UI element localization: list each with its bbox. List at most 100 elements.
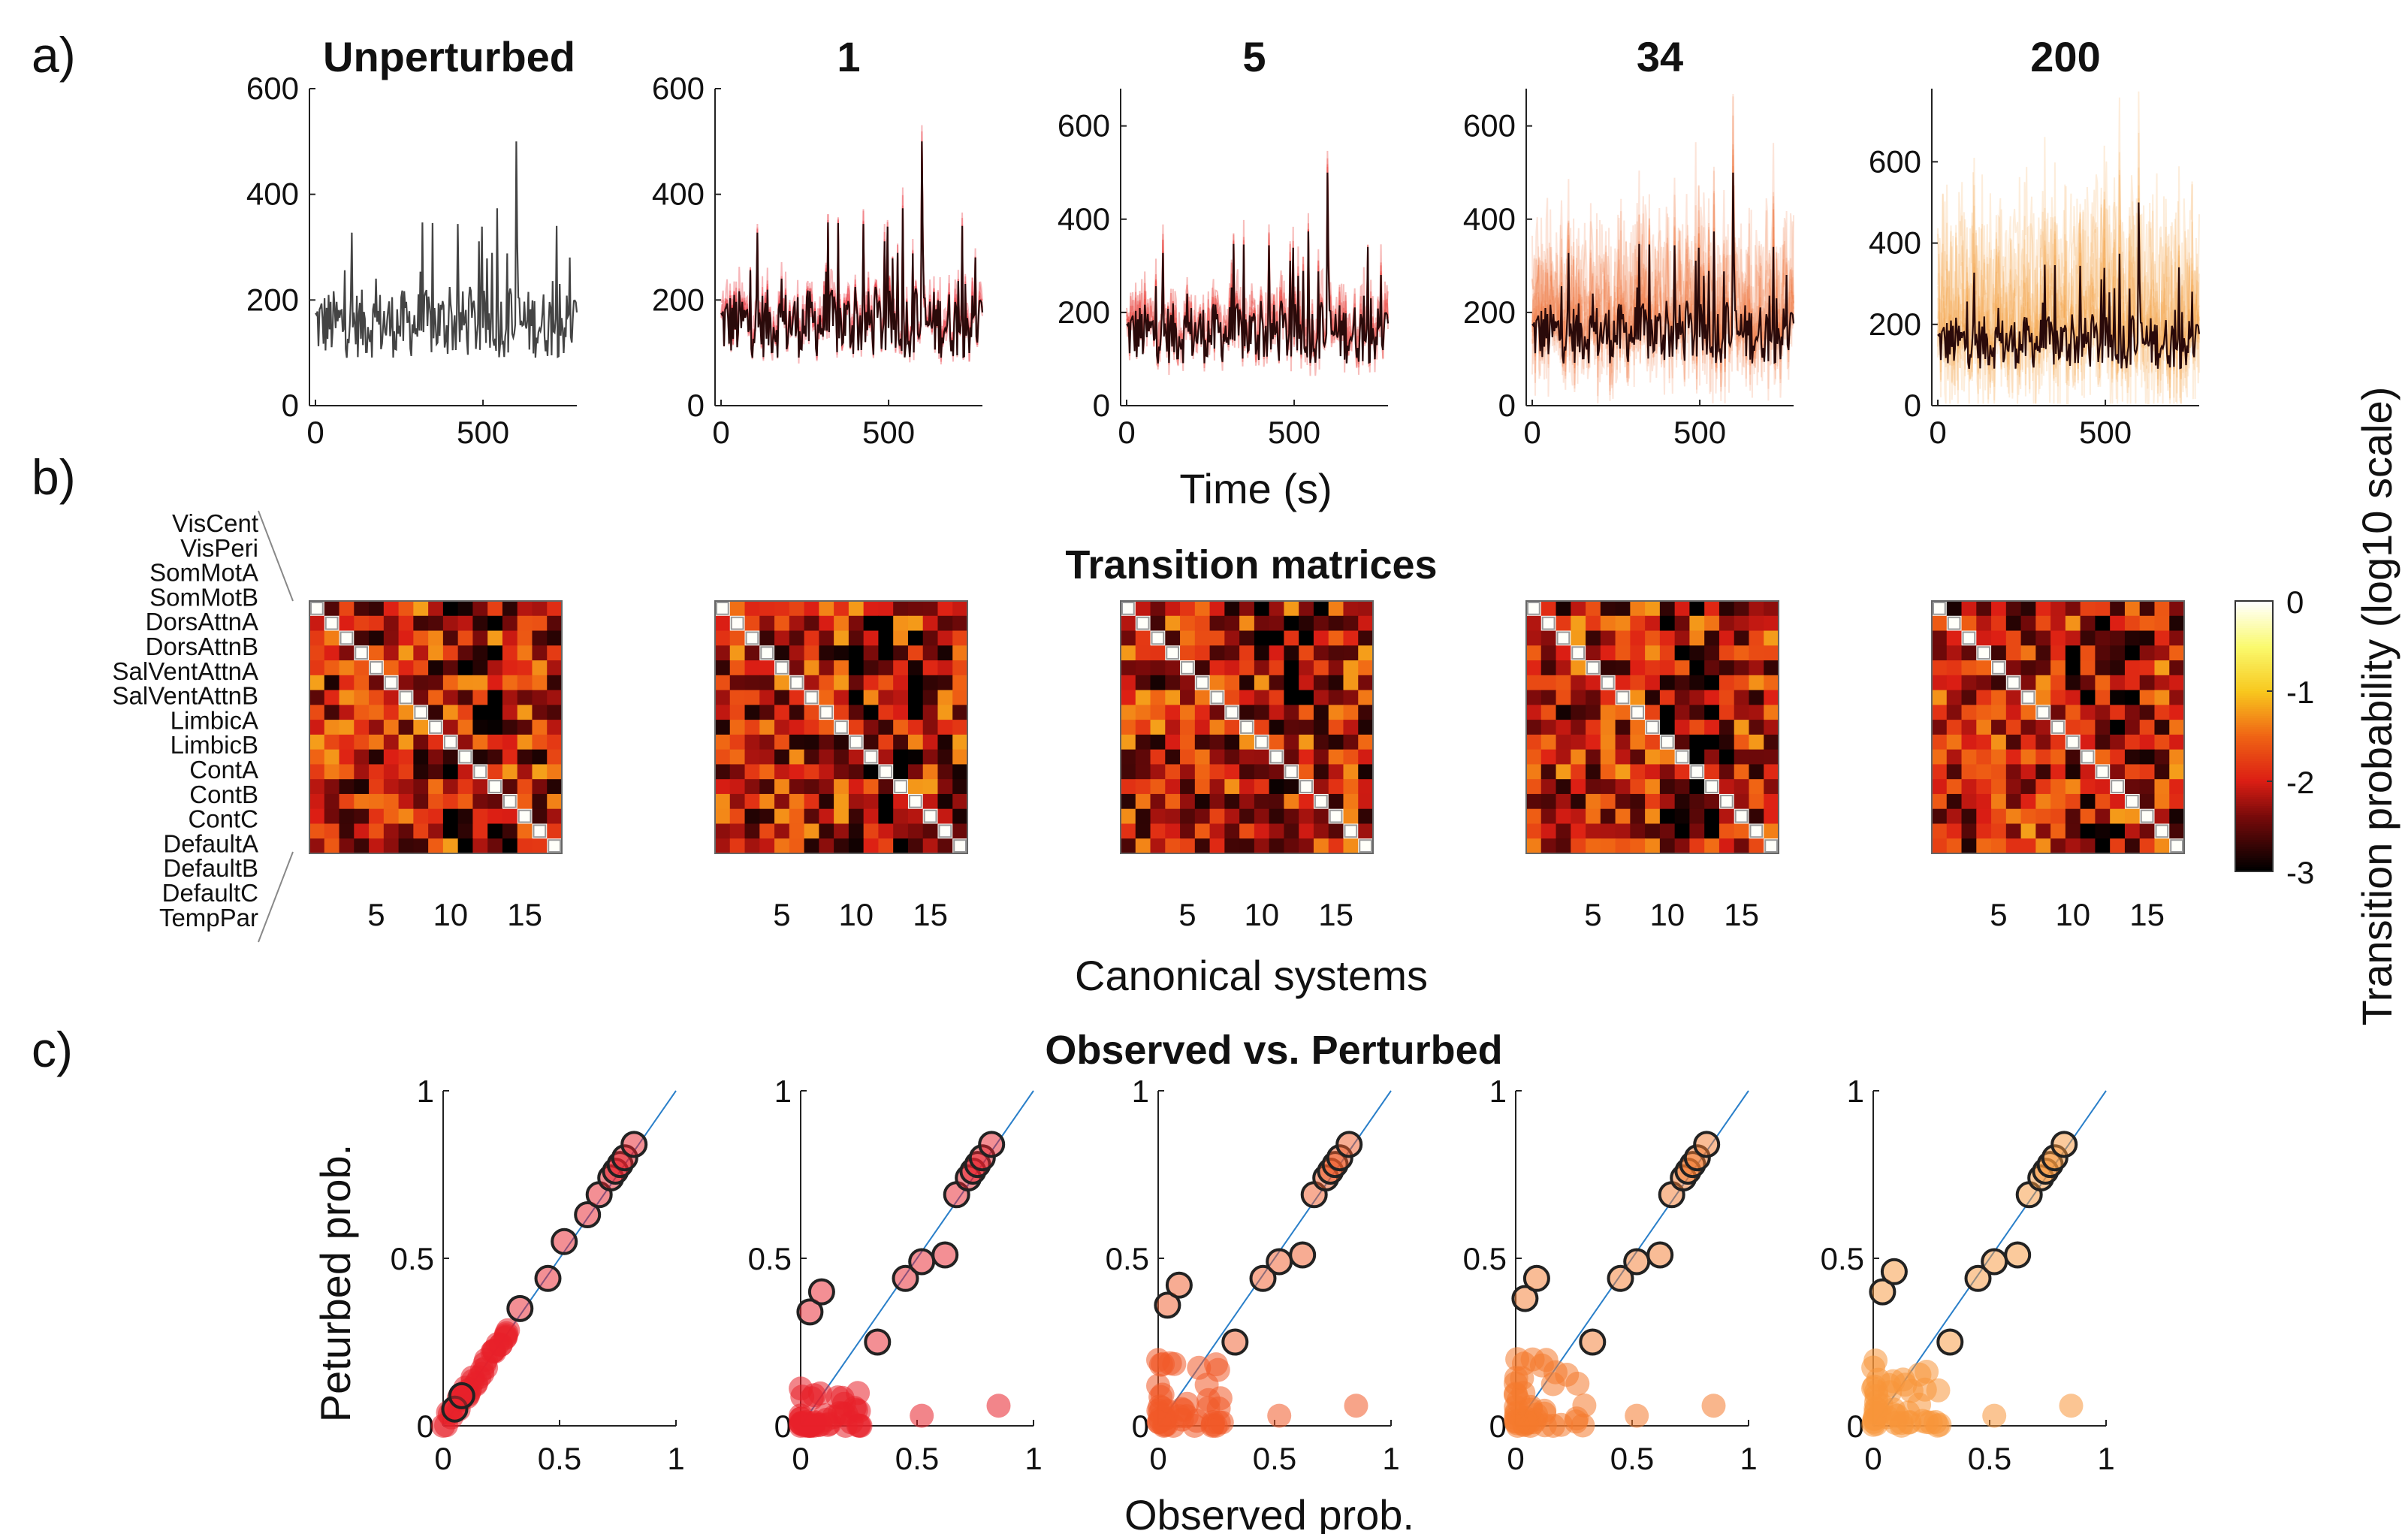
colorbar-segment xyxy=(2235,687,2273,690)
matrix-cell xyxy=(442,705,459,720)
matrix-cell xyxy=(893,601,909,617)
matrix-cell xyxy=(457,734,474,750)
matrix-cell xyxy=(1526,630,1542,646)
matrix-cell xyxy=(1718,645,1735,661)
matrix-cell xyxy=(834,793,849,810)
matrix-cell xyxy=(1630,645,1646,661)
self-transition-point xyxy=(2050,1131,2078,1158)
matrix-cell xyxy=(1600,675,1616,691)
diagonal-cell-outline xyxy=(2125,794,2139,808)
matrix-cell xyxy=(2020,779,2036,795)
matrix-cell xyxy=(878,808,894,825)
matrix-cell xyxy=(1209,630,1225,646)
matrix-cell xyxy=(1358,705,1374,720)
matrix-cell xyxy=(1571,705,1586,720)
matrix-cell xyxy=(517,645,533,661)
matrix-cell xyxy=(354,838,370,854)
system-label: TempPar xyxy=(159,904,258,932)
colorbar-segment xyxy=(2235,637,2273,640)
matrix-cell xyxy=(1689,705,1705,720)
matrix-cell xyxy=(1299,645,1314,661)
colorbar-segment xyxy=(2235,853,2273,856)
matrix-cell xyxy=(1328,630,1344,646)
y-tick-label: 600 xyxy=(652,71,705,106)
matrix-cell xyxy=(1718,838,1735,854)
matrix-cell xyxy=(848,630,865,646)
matrix-cell xyxy=(487,675,503,691)
matrix-cell xyxy=(922,823,939,839)
matrix-cell xyxy=(1718,630,1735,646)
matrix-cell xyxy=(2035,779,2051,795)
matrix-cell xyxy=(819,734,834,750)
matrix-cell xyxy=(2095,793,2111,810)
matrix-cell xyxy=(1358,823,1374,839)
matrix-cell xyxy=(1704,749,1720,765)
matrix-cell xyxy=(413,793,429,810)
matrix-cell xyxy=(1343,615,1359,632)
matrix-cell xyxy=(1991,601,2007,617)
matrix-cell xyxy=(789,779,805,795)
matrix-cell xyxy=(1165,615,1181,632)
matrix-cell xyxy=(457,808,474,825)
matrix-cell xyxy=(1239,720,1255,735)
matrix-cell xyxy=(878,734,894,750)
matrix-cell xyxy=(1299,705,1314,720)
diagonal-cell-outline xyxy=(804,690,819,705)
matrix-cell xyxy=(1328,779,1344,795)
matrix-cell xyxy=(834,660,849,676)
transition-point xyxy=(802,1410,827,1434)
matrix-cell xyxy=(1946,645,1963,661)
matrix-cell xyxy=(1689,749,1705,765)
matrix-cell xyxy=(1135,779,1151,795)
panel-c-scatter: 00.510 0.5 100.510 0.5 100.510 0.5 100.510 0.5 1… xyxy=(391,1073,2115,1476)
colorbar-segment xyxy=(2235,639,2273,642)
matrix-cell xyxy=(1224,675,1240,691)
matrix-cell xyxy=(2124,838,2141,854)
matrix-cell xyxy=(457,793,474,810)
colorbar-segment xyxy=(2235,847,2273,850)
x-tick-label: 1 xyxy=(667,1441,684,1476)
matrix-cell xyxy=(922,779,939,795)
matrix-cell xyxy=(774,779,790,795)
matrix-cell xyxy=(1239,705,1255,720)
matrix-cell xyxy=(1209,764,1225,780)
matrix-cell xyxy=(1991,808,2007,825)
matrix-cell xyxy=(1135,645,1151,661)
matrix-cell xyxy=(1689,630,1705,646)
matrix-cell xyxy=(383,779,400,795)
y-tick-label: 200 xyxy=(1463,294,1516,330)
matrix-cell xyxy=(547,630,563,646)
matrix-cell xyxy=(1932,749,1948,765)
matrix-cell xyxy=(1254,705,1270,720)
matrix-cell xyxy=(2035,734,2051,750)
diagonal-cell-outline xyxy=(2081,750,2095,764)
timeseries-title-2: 5 xyxy=(1242,33,1266,80)
matrix-cell xyxy=(789,615,805,632)
matrix-cell xyxy=(2154,808,2170,825)
matrix-cell xyxy=(383,705,400,720)
matrix-cell xyxy=(863,720,880,735)
matrix-cell xyxy=(1704,808,1720,825)
matrix-cell xyxy=(1358,615,1374,632)
matrix-cell xyxy=(759,601,775,617)
matrix-cell xyxy=(1704,764,1720,780)
matrix-cell xyxy=(804,793,819,810)
diagonal-cell-outline xyxy=(1210,690,1224,705)
diagonal-cell-outline xyxy=(2155,824,2169,838)
matrix-cell xyxy=(2169,734,2185,750)
colorbar-segment xyxy=(2235,829,2273,832)
matrix-cell xyxy=(442,838,459,854)
matrix-cell xyxy=(907,630,924,646)
colorbar-segment xyxy=(2235,804,2273,807)
matrix-cell xyxy=(1764,720,1779,735)
colorbar-segment xyxy=(2235,689,2273,692)
matrix-cell xyxy=(2020,645,2036,661)
matrix-cell xyxy=(517,749,533,765)
matrix-cell xyxy=(1556,615,1571,632)
matrix-cell xyxy=(413,690,429,705)
matrix-cell xyxy=(1328,734,1344,750)
matrix-cell xyxy=(2154,793,2170,810)
matrix-cell xyxy=(1239,749,1255,765)
matrix-cell xyxy=(819,793,834,810)
matrix-cell xyxy=(428,645,444,661)
